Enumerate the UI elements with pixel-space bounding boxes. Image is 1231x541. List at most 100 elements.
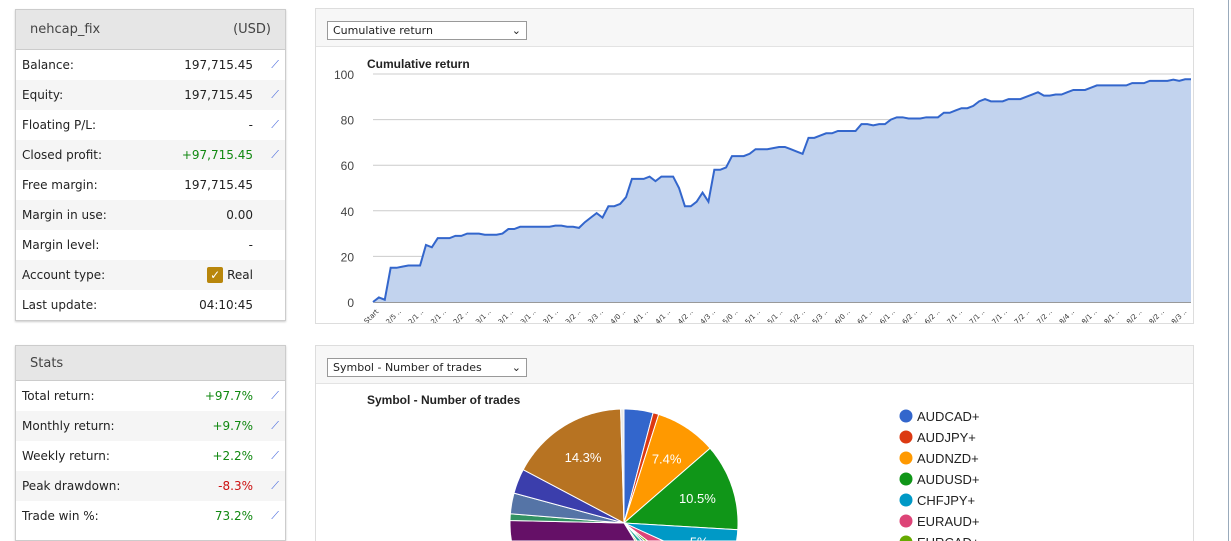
y-tick-label: 40 xyxy=(341,205,355,219)
legend-label: EURCAD+ xyxy=(917,535,980,541)
value-text: +9.7% xyxy=(212,419,253,433)
chart-icon[interactable]: ⟋ xyxy=(271,449,279,462)
y-tick-label: 100 xyxy=(334,68,354,82)
select-value: Symbol - Number of trades xyxy=(333,361,482,374)
stat-row: Balance: 197,715.45 ⟋ xyxy=(16,50,285,80)
row-label: Last update: xyxy=(22,298,98,312)
stat-row: Closed profit: +97,715.45 ⟋ xyxy=(16,140,285,170)
chart-icon[interactable]: ⟋ xyxy=(271,88,279,101)
row-value: 197,715.45 xyxy=(123,178,253,192)
x-tick-label: 5/0 .. xyxy=(721,308,739,323)
legend-label: AUDJPY+ xyxy=(917,430,976,445)
chart-icon[interactable]: ⟋ xyxy=(271,419,279,432)
pie-slice xyxy=(623,522,739,541)
line-chart: 0 20 40 60 80 100 Start 2/5 .. 2/1 .. 2/1 .. 2/2 .… xyxy=(334,68,1191,323)
x-tick-label: 8/3 .. xyxy=(1170,308,1188,323)
legend-marker xyxy=(899,451,913,465)
row-label: Total return: xyxy=(22,389,95,403)
x-tick-label: 3/2 .. xyxy=(564,308,582,323)
row-value: +9.7% xyxy=(123,419,253,433)
x-tick-label: 6/0 .. xyxy=(833,308,851,323)
value-text: - xyxy=(248,118,253,132)
x-tick-label: 4/1 .. xyxy=(631,308,649,323)
select-value: Cumulative return xyxy=(333,24,433,37)
checkbox-icon: ✓ xyxy=(207,267,224,283)
account-header: nehcap_fix (USD) xyxy=(16,10,285,50)
chart-icon[interactable]: ⟋ xyxy=(271,118,279,131)
row-label: Trade win %: xyxy=(22,509,99,523)
chart-icon[interactable]: ⟋ xyxy=(271,389,279,402)
value-text: 197,715.45 xyxy=(184,88,253,102)
y-tick-label: 80 xyxy=(341,114,355,128)
chart-icon[interactable]: ⟋ xyxy=(271,148,279,161)
x-tick-label: 6/1 .. xyxy=(856,308,874,323)
legend-marker xyxy=(899,514,913,528)
pie-slice xyxy=(509,519,636,541)
chart-type-select[interactable]: Symbol - Number of trades ⌄ xyxy=(327,358,527,377)
row-value: - xyxy=(123,238,253,252)
x-tick-label: 3/1 .. xyxy=(474,308,492,323)
x-tick-label: 7/2 .. xyxy=(1035,308,1053,323)
legend-marker xyxy=(899,430,913,444)
x-tick-label: 8/2 .. xyxy=(1125,308,1143,323)
row-value: +97.7% xyxy=(123,389,253,403)
legend-marker xyxy=(899,535,913,541)
row-label: Equity: xyxy=(22,88,64,102)
legend-marker xyxy=(899,409,913,423)
account-panel: nehcap_fix (USD) Balance: 197,715.45 ⟋ Equit… xyxy=(15,9,286,321)
row-value: ✓ Real xyxy=(123,267,253,283)
chevron-down-icon: ⌄ xyxy=(511,24,521,37)
x-tick-label: 8/2 .. xyxy=(1148,308,1166,323)
slice-label: 5% xyxy=(690,535,709,541)
stats-title: Stats xyxy=(30,355,64,371)
row-value: - xyxy=(123,118,253,132)
row-value: 197,715.45 xyxy=(123,88,253,102)
x-tick-label: 5/2 .. xyxy=(789,308,807,323)
row-label: Weekly return: xyxy=(22,449,110,463)
row-label: Monthly return: xyxy=(22,419,115,433)
stat-row: Floating P/L: - ⟋ xyxy=(16,110,285,140)
row-value: +2.2% xyxy=(123,449,253,463)
x-tick-label: 8/1 .. xyxy=(1080,308,1098,323)
stat-row: Trade win %: 73.2% ⟋ xyxy=(16,501,285,531)
x-tick-label: 5/1 .. xyxy=(744,308,762,323)
value-text: -8.3% xyxy=(218,479,253,493)
value-text: 197,715.45 xyxy=(184,58,253,72)
x-tick-label: 7/1 .. xyxy=(946,308,964,323)
stat-row: Free margin: 197,715.45 xyxy=(16,170,285,200)
row-value: 0.00 xyxy=(123,208,253,222)
x-tick-label: 4/3 .. xyxy=(699,308,717,323)
series-line xyxy=(372,78,1191,303)
x-tick-label: 3/1 .. xyxy=(519,308,537,323)
x-tick-label: 4/2 .. xyxy=(676,308,694,323)
y-tick-label: 20 xyxy=(341,250,355,264)
x-tick-label: 2/1 .. xyxy=(429,308,447,323)
slice-label: 7.4% xyxy=(652,451,682,466)
row-value: 73.2% xyxy=(123,509,253,523)
row-value: -8.3% xyxy=(123,479,253,493)
row-label: Margin in use: xyxy=(22,208,107,222)
chart-title: Symbol - Number of trades xyxy=(367,393,521,407)
chart-type-select[interactable]: Cumulative return ⌄ xyxy=(327,21,527,40)
stat-row: Margin level: - xyxy=(16,230,285,260)
stat-row: Equity: 197,715.45 ⟋ xyxy=(16,80,285,110)
x-tick-label: 3/3 .. xyxy=(587,308,605,323)
chart-icon[interactable]: ⟋ xyxy=(271,509,279,522)
chart-icon[interactable]: ⟋ xyxy=(271,479,279,492)
y-tick-label: 60 xyxy=(341,159,355,173)
stat-row: Margin in use: 0.00 xyxy=(16,200,285,230)
value-text: +2.2% xyxy=(212,449,253,463)
legend-label: EURAUD+ xyxy=(917,514,980,529)
scrollbar-edge xyxy=(1228,0,1229,541)
value-text: 04:10:45 xyxy=(199,298,253,312)
x-tick-label: 4/0 .. xyxy=(609,308,627,323)
row-value: 197,715.45 xyxy=(123,58,253,72)
x-tick-label: Start xyxy=(363,308,381,323)
legend-label: CHFJPY+ xyxy=(917,493,975,508)
x-tick-label: 7/1 .. xyxy=(991,308,1009,323)
row-label: Free margin: xyxy=(22,178,98,192)
stat-row: Total return: +97.7% ⟋ xyxy=(16,381,285,411)
row-label: Peak drawdown: xyxy=(22,479,121,493)
row-label: Floating P/L: xyxy=(22,118,97,132)
chart-icon[interactable]: ⟋ xyxy=(271,58,279,71)
